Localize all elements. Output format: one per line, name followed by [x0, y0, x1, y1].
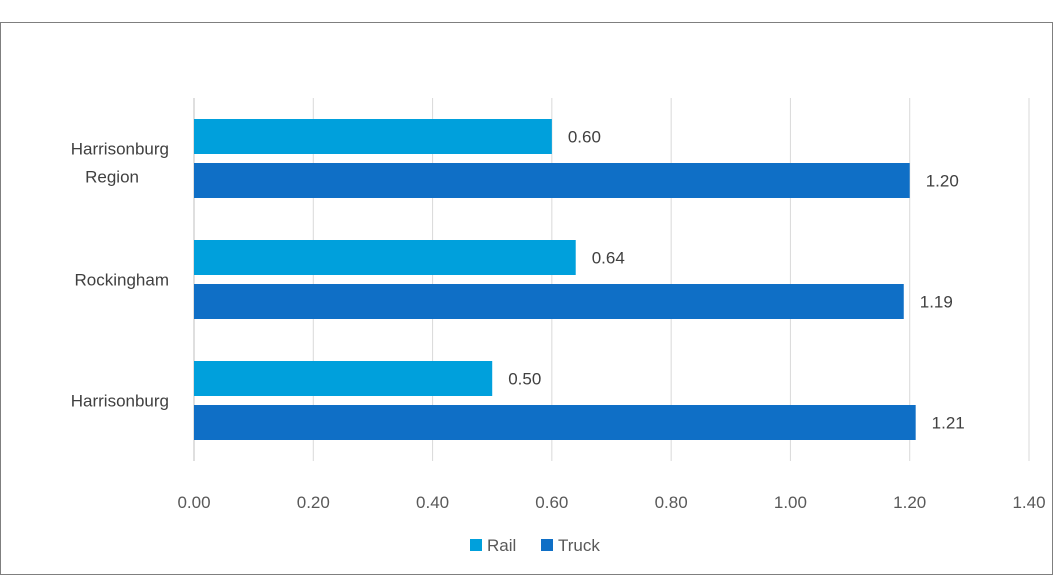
x-tick-label: 1.00 — [774, 493, 807, 512]
bar-rail — [194, 361, 493, 396]
data-label: 0.60 — [568, 128, 601, 147]
x-tick-label: 0.20 — [297, 493, 330, 512]
bar-rail — [194, 240, 576, 275]
bar-truck — [194, 405, 916, 440]
bars — [194, 119, 916, 440]
legend: Rail Truck — [470, 536, 600, 555]
bar-truck — [194, 284, 904, 319]
category-label: Rockingham — [75, 271, 170, 290]
x-tick-label: 0.80 — [655, 493, 688, 512]
data-label: 1.21 — [932, 414, 965, 433]
legend-swatch-truck — [541, 539, 553, 551]
chart-frame — [0, 22, 1053, 575]
x-tick-labels: 0.00 0.20 0.40 0.60 0.80 1.00 1.20 1.40 — [177, 493, 1045, 512]
gridlines — [193, 98, 1030, 461]
x-tick-label: 1.40 — [1012, 493, 1045, 512]
data-label: 0.50 — [508, 370, 541, 389]
x-tick-label: 0.60 — [535, 493, 568, 512]
legend-swatch-rail — [470, 539, 482, 551]
category-label: Harrisonburg — [71, 392, 169, 411]
data-labels: 0.50 1.21 0.64 1.19 0.60 1.20 — [508, 128, 965, 433]
bar-truck — [194, 163, 910, 198]
x-tick-label: 0.00 — [177, 493, 210, 512]
legend-label-rail: Rail — [487, 536, 516, 555]
data-label: 0.64 — [592, 249, 625, 268]
x-tick-label: 0.40 — [416, 493, 449, 512]
data-label: 1.19 — [920, 293, 953, 312]
data-label: 1.20 — [926, 172, 959, 191]
x-tick-label: 1.20 — [893, 493, 926, 512]
legend-label-truck: Truck — [558, 536, 600, 555]
bar-rail — [194, 119, 552, 154]
category-labels: Harrisonburg Rockingham Harrisonburg Region — [71, 140, 169, 411]
category-label: Harrisonburg Region — [71, 140, 169, 187]
